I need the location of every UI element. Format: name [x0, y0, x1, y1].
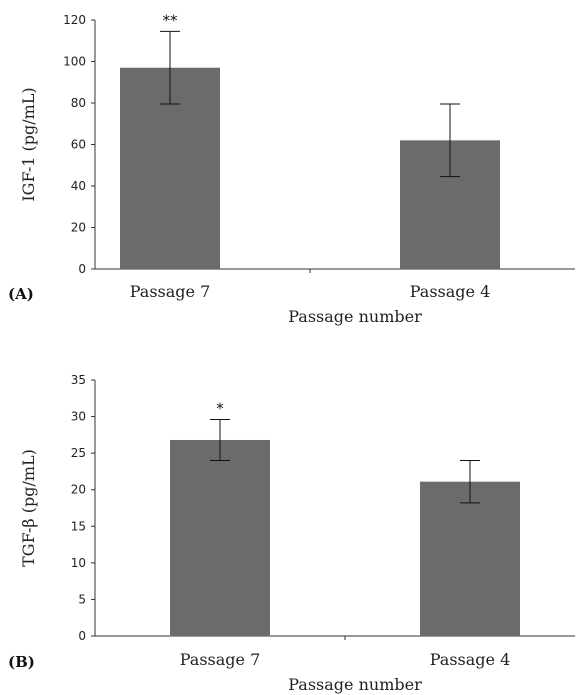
y-tick-label: 20: [71, 221, 86, 235]
panel-label: (B): [8, 653, 35, 671]
y-tick-label: 0: [78, 262, 86, 276]
x-tick-label: Passage 4: [430, 650, 511, 669]
y-axis-title: IGF-1 (pg/mL): [19, 87, 38, 201]
x-tick-label: Passage 7: [130, 282, 211, 301]
y-axis-title: TGF-β (pg/mL): [19, 449, 38, 567]
panel-a-chart: 0 20 40 60 80 100 120 ** Passage 7 Passage 4 Passa…: [8, 11, 575, 326]
x-axis-title: Passage number: [288, 675, 422, 694]
significance-marker: **: [163, 11, 179, 29]
x-axis-title: Passage number: [288, 307, 422, 326]
y-tick-label: 35: [71, 373, 86, 387]
y-tick-label: 100: [63, 55, 86, 69]
x-tick-label: Passage 7: [180, 650, 261, 669]
significance-marker: *: [216, 399, 224, 417]
panel-b-chart: 0 5 10 15 20 25 30 35 * Passage 7 Passage 4 Passage…: [8, 373, 575, 694]
panel-label: (A): [8, 285, 34, 303]
y-tick-label: 20: [71, 483, 86, 497]
y-tick-label: 5: [78, 592, 86, 606]
y-tick-label: 15: [71, 519, 86, 533]
bar: [170, 439, 270, 636]
y-tick-label: 30: [71, 410, 86, 424]
y-tick-label: 25: [71, 446, 86, 460]
y-tick-label: 120: [63, 13, 86, 27]
y-tick-label: 10: [71, 556, 86, 570]
bar: [420, 481, 520, 636]
y-tick-label: 60: [71, 138, 86, 152]
x-tick-label: Passage 4: [410, 282, 491, 301]
y-tick-label: 80: [71, 96, 86, 110]
y-tick-label: 0: [78, 629, 86, 643]
y-tick-label: 40: [71, 179, 86, 193]
